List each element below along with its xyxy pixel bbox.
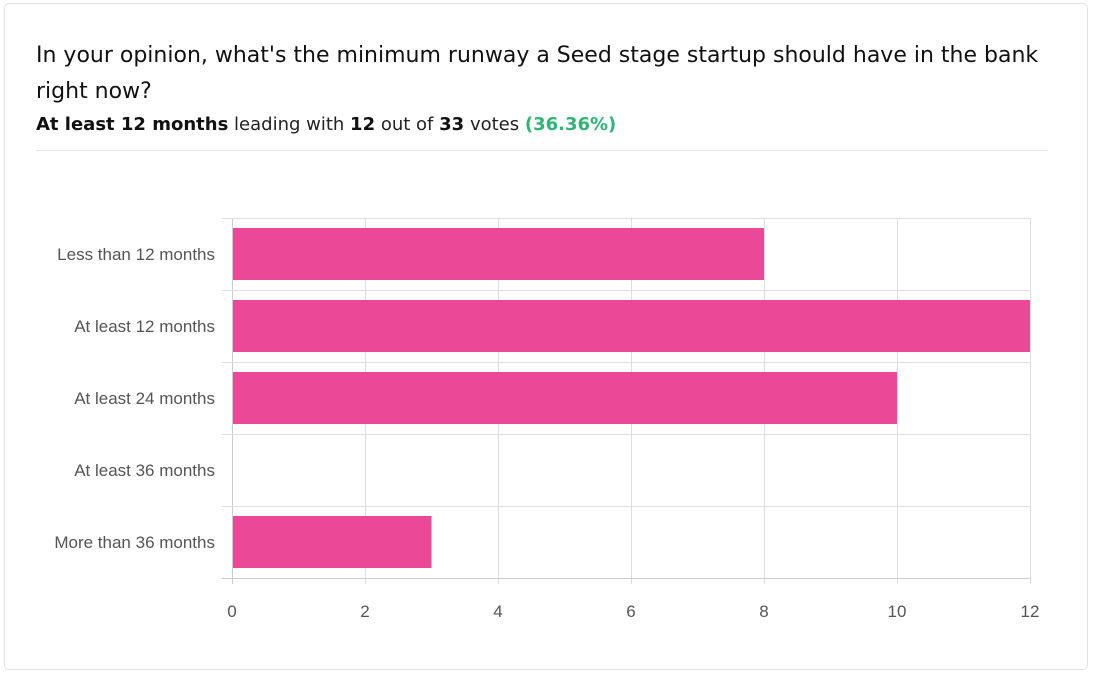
category-label: Less than 12 months bbox=[57, 245, 215, 264]
bar bbox=[233, 516, 432, 568]
out-of-text: out of bbox=[380, 114, 434, 135]
bar bbox=[233, 300, 1030, 352]
total-votes: 33 bbox=[439, 114, 465, 135]
leader-percent: (36.36%) bbox=[524, 114, 617, 135]
leading-text: leading with bbox=[234, 114, 345, 135]
category-label: At least 12 months bbox=[74, 317, 215, 336]
x-tick-label: 8 bbox=[759, 602, 768, 621]
leader-votes: 12 bbox=[350, 114, 376, 135]
leader-option: At least 12 months bbox=[36, 114, 229, 135]
summary-divider bbox=[36, 150, 1048, 151]
x-tick-label: 0 bbox=[227, 602, 236, 621]
bar bbox=[233, 228, 764, 280]
x-tick-label: 6 bbox=[626, 602, 635, 621]
x-tick-label: 12 bbox=[1021, 602, 1040, 621]
bar bbox=[233, 372, 897, 424]
poll-summary: At least 12 months leading with 12 out o… bbox=[36, 112, 616, 138]
x-tick-label: 2 bbox=[360, 602, 369, 621]
category-label: At least 36 months bbox=[74, 461, 215, 480]
x-tick-label: 10 bbox=[888, 602, 907, 621]
x-tick-label: 4 bbox=[493, 602, 502, 621]
poll-question: In your opinion, what's the minimum runw… bbox=[36, 43, 1039, 104]
votes-text: votes bbox=[469, 114, 520, 135]
category-label: More than 36 months bbox=[54, 533, 215, 552]
category-label: At least 24 months bbox=[74, 389, 215, 408]
